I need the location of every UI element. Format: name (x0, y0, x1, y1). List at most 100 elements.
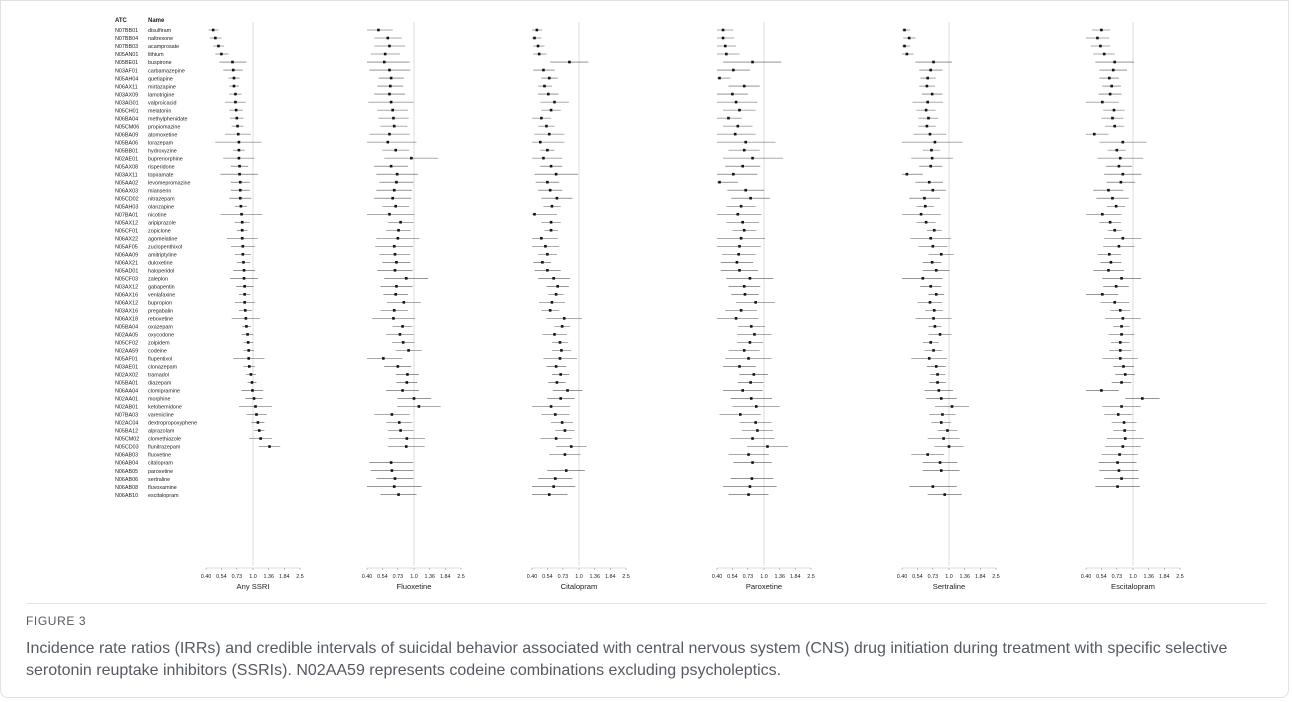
drug-name-label: nitrazepam (148, 196, 175, 202)
drug-name-label: morphine (148, 397, 170, 403)
irr-point (747, 453, 750, 456)
irr-point (929, 68, 933, 72)
irr-point (234, 92, 237, 96)
x-tick-label: 0.73 (1112, 574, 1123, 580)
irr-point (738, 365, 741, 368)
irr-point (540, 116, 543, 120)
irr-point (544, 244, 547, 248)
caption-block: FIGURE 3 Incidence rate ratios (IRRs) an… (26, 614, 1266, 682)
drug-name-label: oxazepam (148, 325, 173, 331)
irr-point (541, 260, 544, 264)
atc-code-label: N06AX22 (115, 236, 138, 242)
irr-point (929, 341, 933, 344)
drug-name-label: duloxetine (148, 260, 173, 266)
irr-point (1120, 381, 1123, 384)
irr-point (243, 309, 247, 312)
atc-code-label: N05CD02 (115, 196, 139, 202)
atc-code-label: N06AB04 (115, 461, 138, 467)
irr-point (240, 236, 244, 240)
irr-point (246, 333, 249, 336)
irr-point (242, 277, 246, 280)
irr-point (236, 132, 240, 136)
drug-name-label: clonazepam (148, 365, 178, 371)
drug-name-label: dextropropoxyphene (148, 421, 197, 427)
irr-point (1118, 349, 1122, 352)
irr-point (242, 269, 246, 272)
irr-point (1109, 260, 1113, 264)
x-tick-label: 0.40 (362, 574, 373, 580)
x-tick-label: 2.5 (296, 574, 304, 580)
irr-point (235, 116, 239, 120)
x-tick-label: 2.5 (807, 574, 815, 580)
irr-point (939, 421, 943, 424)
irr-point (543, 84, 546, 88)
irr-point (396, 236, 400, 240)
x-tick-label: 1.0 (410, 574, 418, 580)
atc-code-label: N05AF05 (115, 244, 138, 250)
irr-point (766, 445, 769, 448)
irr-point (751, 437, 754, 440)
atc-code-label: N06AB06 (115, 477, 138, 483)
irr-point (389, 100, 393, 104)
atc-code-label: N05CF01 (115, 228, 138, 234)
drug-name-label: topiramate (148, 172, 173, 178)
irr-point (243, 301, 246, 304)
irr-point (1112, 108, 1116, 112)
atc-code-label: N03AX11 (115, 172, 138, 178)
irr-point (1100, 28, 1103, 32)
irr-point (558, 341, 562, 344)
irr-point (736, 212, 740, 216)
irr-point (925, 124, 929, 128)
irr-point (1118, 453, 1121, 456)
irr-point (397, 493, 400, 496)
irr-point (926, 100, 929, 104)
irr-point (244, 317, 248, 320)
irr-point (738, 108, 741, 112)
irr-point (749, 381, 752, 384)
x-tick-label: 1.84 (975, 574, 986, 580)
atc-code-label: N05CD03 (115, 445, 139, 451)
irr-point (735, 260, 739, 264)
irr-point (542, 156, 545, 160)
atc-code-label: N06AB10 (115, 493, 138, 499)
irr-point (739, 236, 743, 240)
irr-point (548, 309, 552, 312)
atc-code-label: N02AA01 (115, 397, 138, 403)
irr-point (752, 373, 756, 376)
atc-code-label: N07BB03 (115, 44, 138, 50)
atc-code-label: N06AA09 (115, 252, 138, 258)
irr-point (1108, 252, 1111, 256)
irr-point (744, 140, 748, 144)
irr-point (242, 260, 245, 264)
irr-point (391, 108, 394, 112)
irr-point (903, 28, 906, 32)
irr-point (749, 325, 753, 328)
irr-point (929, 285, 933, 288)
atc-code-label: N02AC04 (115, 421, 138, 427)
irr-point (743, 293, 747, 296)
irr-point (533, 36, 536, 40)
irr-point (549, 164, 553, 168)
irr-point (1107, 269, 1110, 272)
x-tick-label: 0.40 (201, 574, 212, 580)
drug-name-label: flupentixol (148, 357, 172, 363)
figure-caption: Incidence rate ratios (IRRs) and credibl… (26, 640, 1228, 679)
irr-point (1101, 212, 1104, 216)
irr-point (392, 188, 396, 192)
irr-point (946, 429, 949, 432)
drug-name-label: nicotine (148, 212, 167, 218)
irr-point (739, 204, 743, 208)
irr-point (718, 180, 721, 184)
drug-name-label: lorazepam (148, 140, 174, 146)
irr-point (251, 389, 254, 392)
atc-code-label: N03AF01 (115, 68, 138, 74)
irr-point (926, 453, 929, 456)
atc-code-label: N02AX02 (115, 373, 138, 379)
atc-code-label: N05AX12 (115, 220, 138, 226)
atc-code-label: N06AX21 (115, 260, 138, 266)
irr-point (732, 172, 735, 176)
irr-point (555, 381, 559, 384)
irr-point (934, 365, 938, 368)
irr-point (737, 252, 740, 256)
atc-code-label: N05BA04 (115, 325, 138, 331)
